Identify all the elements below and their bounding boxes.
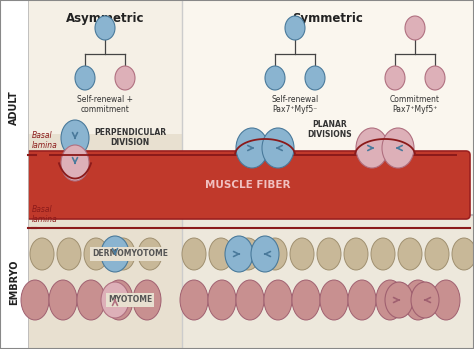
Text: Self-renewal +
commitment: Self-renewal + commitment	[77, 95, 133, 114]
Ellipse shape	[133, 280, 161, 320]
Ellipse shape	[115, 66, 135, 90]
Ellipse shape	[236, 280, 264, 320]
Text: Symmetric: Symmetric	[292, 12, 364, 25]
Text: Self-renewal
Pax7⁺Myf5⁻: Self-renewal Pax7⁺Myf5⁻	[272, 95, 319, 114]
Ellipse shape	[21, 280, 49, 320]
Ellipse shape	[209, 238, 233, 270]
Ellipse shape	[305, 66, 325, 90]
Text: Basal
lamina: Basal lamina	[32, 205, 58, 224]
Text: PERPENDICULAR
DIVISION: PERPENDICULAR DIVISION	[94, 128, 166, 147]
Ellipse shape	[236, 238, 260, 270]
Bar	[0, 0, 474, 215]
Text: ADULT: ADULT	[9, 90, 19, 125]
Ellipse shape	[251, 236, 279, 272]
Ellipse shape	[262, 128, 294, 168]
Ellipse shape	[77, 280, 105, 320]
Bar	[182, 0, 474, 215]
Ellipse shape	[382, 128, 414, 168]
Ellipse shape	[263, 238, 287, 270]
Ellipse shape	[208, 280, 236, 320]
Ellipse shape	[101, 282, 129, 318]
Ellipse shape	[290, 238, 314, 270]
Ellipse shape	[356, 128, 388, 168]
Ellipse shape	[75, 66, 95, 90]
Ellipse shape	[385, 66, 405, 90]
Ellipse shape	[265, 66, 285, 90]
Ellipse shape	[30, 238, 54, 270]
Ellipse shape	[425, 238, 449, 270]
Ellipse shape	[264, 280, 292, 320]
Ellipse shape	[376, 280, 404, 320]
Ellipse shape	[452, 238, 474, 270]
Ellipse shape	[236, 128, 268, 168]
Text: MUSCLE FIBER: MUSCLE FIBER	[205, 180, 291, 190]
Ellipse shape	[404, 280, 432, 320]
Ellipse shape	[95, 16, 115, 40]
Ellipse shape	[101, 236, 129, 272]
Ellipse shape	[285, 16, 305, 40]
Ellipse shape	[320, 280, 348, 320]
Ellipse shape	[182, 238, 206, 270]
Ellipse shape	[425, 66, 445, 90]
Ellipse shape	[138, 238, 162, 270]
FancyBboxPatch shape	[26, 151, 470, 219]
Text: Asymmetric: Asymmetric	[66, 12, 144, 25]
Ellipse shape	[385, 282, 413, 318]
Ellipse shape	[411, 282, 439, 318]
Ellipse shape	[317, 238, 341, 270]
Ellipse shape	[84, 238, 108, 270]
Ellipse shape	[405, 16, 425, 40]
Ellipse shape	[57, 238, 81, 270]
Ellipse shape	[105, 280, 133, 320]
Text: EMBRYO: EMBRYO	[9, 259, 19, 305]
Ellipse shape	[180, 280, 208, 320]
Text: Basal
lamina: Basal lamina	[32, 131, 58, 150]
Ellipse shape	[61, 145, 89, 181]
Ellipse shape	[111, 238, 135, 270]
Bar	[0, 134, 474, 349]
Ellipse shape	[398, 238, 422, 270]
Ellipse shape	[292, 280, 320, 320]
Ellipse shape	[61, 120, 89, 156]
Text: MYOTOME: MYOTOME	[108, 296, 152, 304]
Ellipse shape	[432, 280, 460, 320]
Text: PLANAR
DIVISIONS: PLANAR DIVISIONS	[308, 120, 352, 139]
Ellipse shape	[344, 238, 368, 270]
Ellipse shape	[348, 280, 376, 320]
Bar	[182, 134, 474, 349]
Ellipse shape	[225, 236, 253, 272]
Text: DERMOMYOTOME: DERMOMYOTOME	[92, 250, 168, 259]
Bar	[0, 0, 28, 349]
Text: Commitment
Pax7⁺Myf5⁺: Commitment Pax7⁺Myf5⁺	[390, 95, 440, 114]
Ellipse shape	[49, 280, 77, 320]
Ellipse shape	[371, 238, 395, 270]
